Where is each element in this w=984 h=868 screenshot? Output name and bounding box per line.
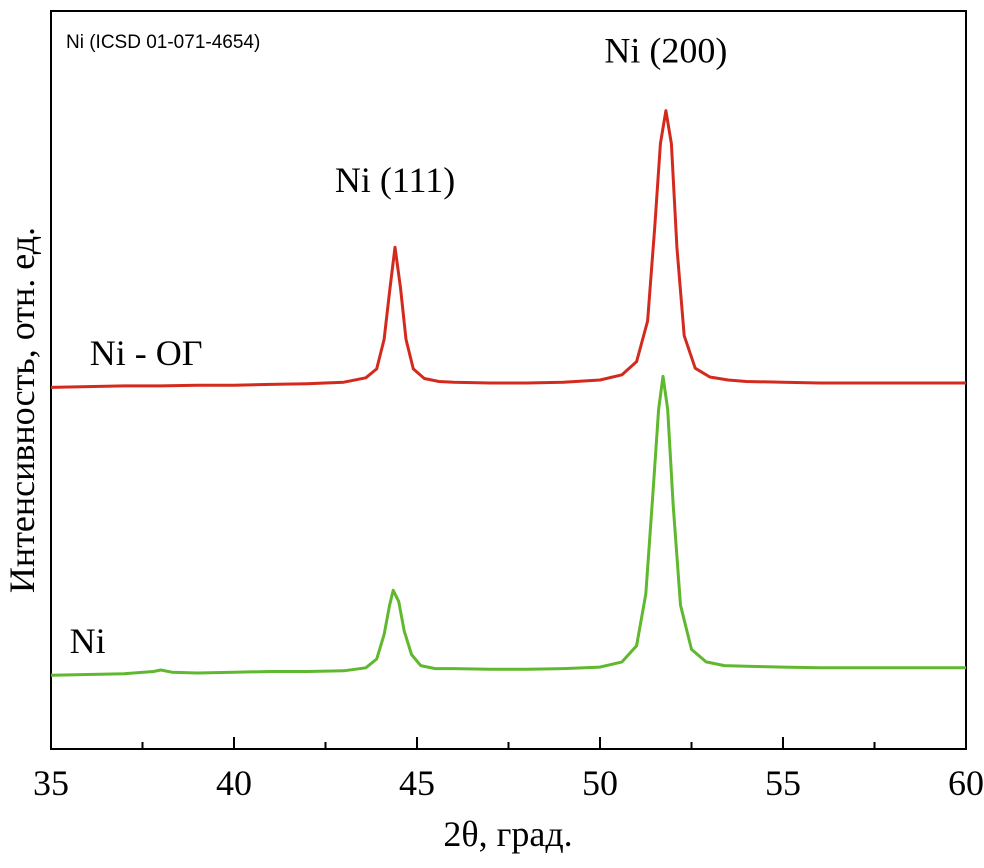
- x-tick-label: 50: [582, 763, 618, 803]
- annotation-ni200: Ni (200): [604, 31, 727, 71]
- x-tick-label: 45: [399, 763, 435, 803]
- x-tick-label: 60: [948, 763, 984, 803]
- x-tick-labels: 35 40 45 50 55 60: [33, 763, 984, 803]
- series-line-ni: [50, 374, 966, 677]
- annotation-ni111: Ni (111): [335, 160, 455, 200]
- x-tick-label: 35: [33, 763, 69, 803]
- annotations: Ni (111) Ni (200) Ni - ОГ Ni: [70, 31, 728, 661]
- reference-label: Ni (ICSD 01-071-4654): [66, 32, 260, 53]
- x-axis-title: 2θ, град.: [443, 814, 572, 854]
- x-tick-label: 40: [216, 763, 252, 803]
- plot-frame: [50, 10, 967, 750]
- annotation-label-ni: Ni: [70, 621, 106, 661]
- series-line-ni-og: [50, 109, 966, 389]
- x-ticks: [50, 737, 967, 749]
- y-axis-title: Интенсивность, отн. ед.: [2, 227, 42, 593]
- series-layer: [50, 109, 966, 677]
- annotation-label-nio: Ni - ОГ: [90, 333, 203, 373]
- x-tick-label: 55: [765, 763, 801, 803]
